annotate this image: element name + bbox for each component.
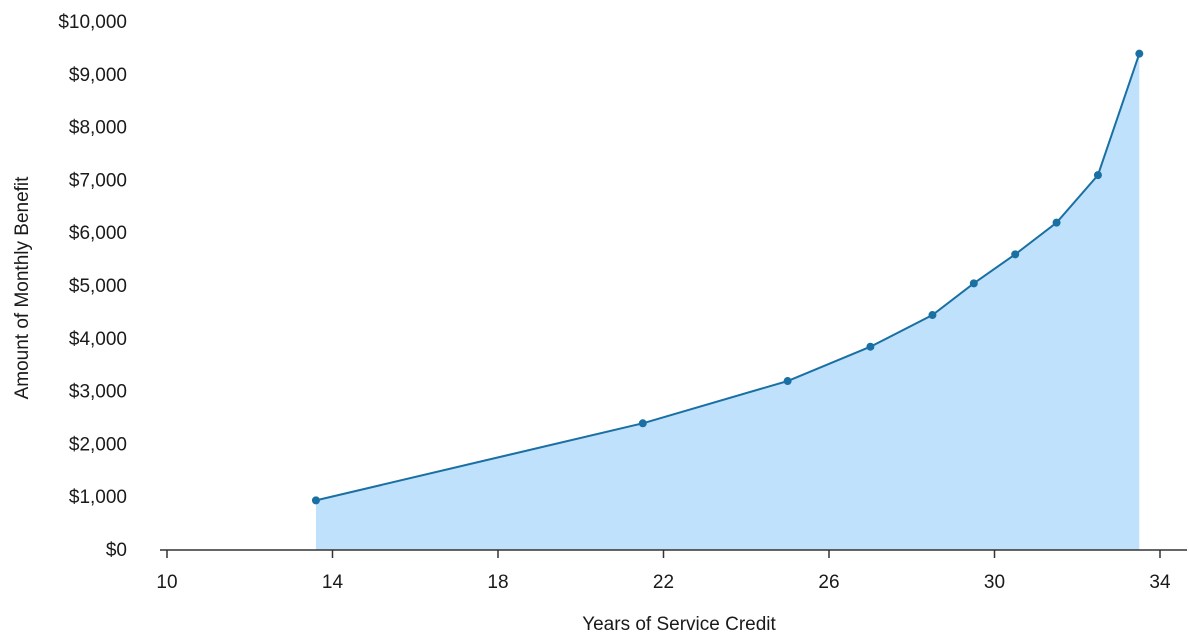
data-point bbox=[1011, 250, 1020, 259]
y-tick-label: $5,000 bbox=[69, 276, 127, 297]
y-tick-label: $1,000 bbox=[69, 487, 127, 508]
data-point bbox=[866, 342, 875, 351]
y-axis-title: Amount of Monthly Benefit bbox=[12, 176, 33, 400]
series-line bbox=[315, 53, 1141, 502]
data-point bbox=[311, 496, 320, 505]
x-tick-label: 34 bbox=[1149, 572, 1171, 593]
line-layer bbox=[315, 53, 1141, 502]
points-layer bbox=[311, 49, 1144, 505]
x-tick-label: 14 bbox=[322, 572, 344, 593]
y-tick-label: $4,000 bbox=[69, 329, 127, 350]
data-point bbox=[638, 419, 647, 428]
x-tick-label: 18 bbox=[487, 572, 508, 593]
x-axis-title: Years of Service Credit bbox=[582, 614, 776, 635]
data-point bbox=[928, 311, 937, 320]
x-tick-label: 10 bbox=[156, 572, 177, 593]
data-point bbox=[783, 377, 792, 386]
y-tick-label: $6,000 bbox=[69, 223, 127, 244]
x-tick-label: 30 bbox=[984, 572, 1005, 593]
y-tick-label: $10,000 bbox=[58, 12, 127, 33]
y-tick-label: $7,000 bbox=[69, 170, 127, 191]
y-tick-label: $9,000 bbox=[69, 65, 127, 86]
y-axis: $0 $1,000 $2,000 $3,000 $4,000 $5,000 $6,000 $7… bbox=[58, 12, 127, 561]
data-point bbox=[969, 279, 978, 288]
data-point bbox=[1135, 49, 1144, 58]
area-layer bbox=[315, 53, 1140, 551]
data-point bbox=[1093, 171, 1102, 180]
x-axis: 10 14 18 22 26 30 34 bbox=[156, 549, 1187, 593]
y-tick-label: $2,000 bbox=[69, 434, 127, 455]
y-tick-label: $0 bbox=[106, 540, 127, 561]
x-tick-label: 22 bbox=[653, 572, 674, 593]
y-tick-label: $8,000 bbox=[69, 118, 127, 139]
y-tick-label: $3,000 bbox=[69, 382, 127, 403]
x-tick-label: 26 bbox=[818, 572, 839, 593]
series-area bbox=[315, 53, 1140, 551]
data-point bbox=[1052, 218, 1061, 227]
